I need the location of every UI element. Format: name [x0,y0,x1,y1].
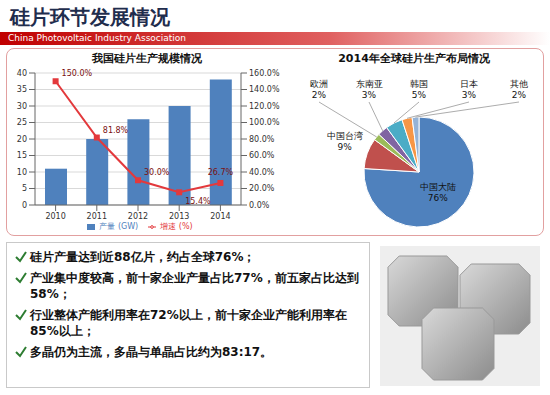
html-text:我国硅片生产规模情况: 我国硅片生产规模情况 [92,52,202,65]
svg-text:欧洲2%: 欧洲2% [310,79,328,100]
svg-text:10: 10 [17,168,27,177]
svg-text:25: 25 [17,118,27,127]
html-text:产业集中度较高，前十家企业产量占比77%，前五家占比达到58: 产业集中度较高，前十家企业产量占比77%，前五家占比达到58%； [30,271,359,301]
svg-text:5: 5 [22,184,27,193]
svg-text:26.7%: 26.7% [208,168,234,177]
svg-text:15.4%: 15.4% [185,197,211,206]
svg-text:中国台湾9%: 中国台湾9% [327,131,363,152]
svg-text:120.0%: 120.0% [249,102,280,111]
svg-text:0.0%: 0.0% [249,201,270,210]
svg-text:2014: 2014 [210,212,230,221]
svg-text:2013: 2013 [169,212,189,221]
svg-text:日本3%: 日本3% [460,79,478,100]
html-text:硅片环节发展情况: 硅片环节发展情况 [10,5,170,29]
svg-text:60.0%: 60.0% [249,151,275,160]
svg-text:中国大陆76%: 中国大陆76% [420,182,456,203]
svg-text:30.0%: 30.0% [144,168,170,177]
html-text:产量 (GW): 产量 (GW) [99,222,139,231]
svg-text:15: 15 [17,151,27,160]
svg-text:2011: 2011 [87,212,107,221]
svg-text:160.0%: 160.0% [249,69,280,78]
svg-text:30: 30 [17,102,27,111]
svg-text:100.0%: 100.0% [249,118,280,127]
svg-text:0: 0 [22,201,27,210]
html-text:China Photovoltaic Industry As: China Photovoltaic Industry Association [8,33,187,43]
svg-text:80.0%: 80.0% [249,135,275,144]
svg-text:40.0%: 40.0% [249,168,275,177]
html-text:多晶仍为主流，多晶与单晶占比约为83:17。: 多晶仍为主流，多晶与单晶占比约为83:17。 [30,345,273,359]
svg-text:35: 35 [17,85,27,94]
svg-text:2012: 2012 [128,212,148,221]
svg-text:150.0%: 150.0% [62,69,93,78]
svg-text:81.8%: 81.8% [103,126,129,135]
svg-text:2010: 2010 [45,212,65,221]
svg-text:韩国5%: 韩国5% [410,79,428,100]
svg-text:40: 40 [17,69,27,78]
svg-text:东南亚3%: 东南亚3% [356,79,383,100]
svg-text:20.0%: 20.0% [249,184,275,193]
html-text:硅片产量达到近88亿片，约占全球76%；: 硅片产量达到近88亿片，约占全球76%； [30,250,256,264]
svg-text:其他2%: 其他2% [510,79,528,100]
svg-text:140.0%: 140.0% [249,85,280,94]
html-text:增速 (%): 增速 (%) [160,222,193,231]
html-text:行业整体产能利用率在72%以上，前十家企业产能利用率在85%: 行业整体产能利用率在72%以上，前十家企业产能利用率在85%以上； [30,308,347,338]
html-text:2014年全球硅片生产布局情况: 2014年全球硅片生产布局情况 [338,52,490,65]
svg-text:20: 20 [17,135,27,144]
